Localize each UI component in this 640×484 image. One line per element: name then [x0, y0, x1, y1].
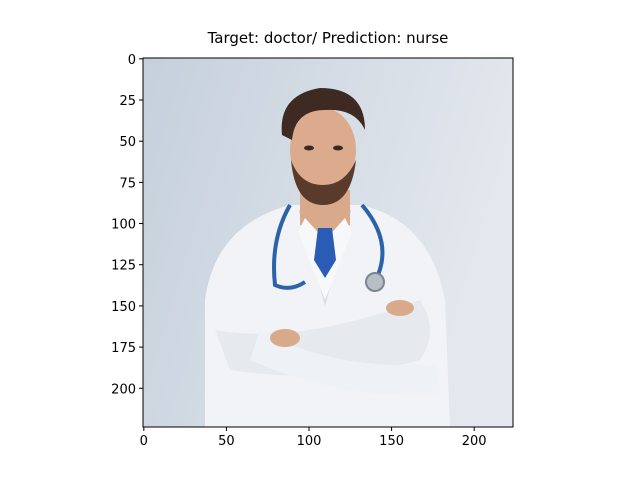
- image: [143, 58, 513, 427]
- y-tick-label: 25: [119, 94, 136, 109]
- x-tick-label: 200: [462, 434, 487, 449]
- y-tick-label: 175: [111, 341, 136, 356]
- y-tick-label: 150: [111, 300, 136, 315]
- y-tick-label: 200: [111, 382, 136, 397]
- y-tick-label: 50: [119, 135, 136, 150]
- y-tick-label: 0: [128, 53, 136, 68]
- x-tick-label: 0: [140, 434, 148, 449]
- x-tick-label: 50: [218, 434, 235, 449]
- y-tick-label: 75: [119, 176, 136, 191]
- chart-title: Target: doctor/ Prediction: nurse: [207, 29, 449, 47]
- axes-frame: [142, 57, 514, 428]
- y-tick-label: 125: [111, 259, 136, 274]
- y-tick-label: 100: [111, 218, 136, 233]
- x-tick-label: 100: [297, 434, 322, 449]
- x-tick-label: 150: [379, 434, 404, 449]
